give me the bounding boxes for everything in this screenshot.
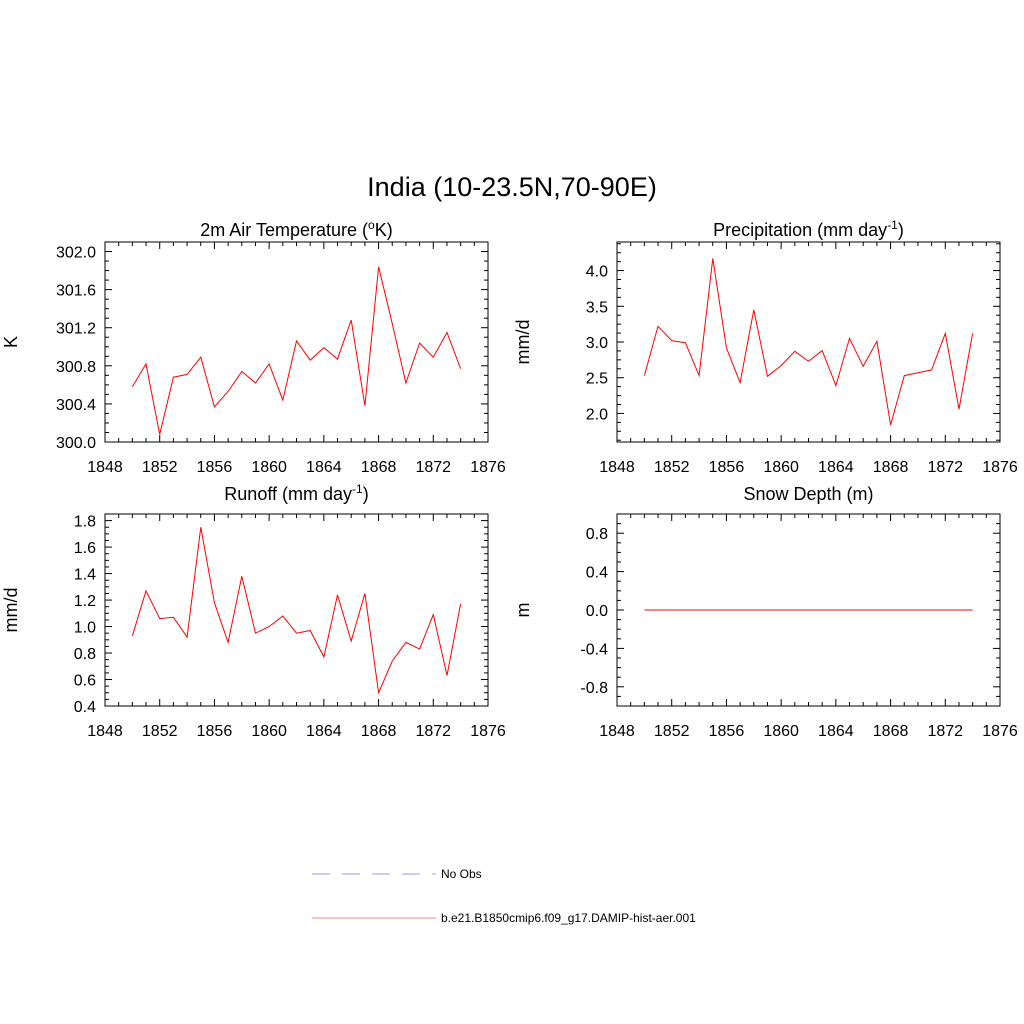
legend-label-1: No Obs (441, 867, 482, 881)
legend: No Obs b.e21.B1850cmip6.f09_g17.DAMIP-his… (312, 867, 696, 925)
y-tick-label: 1.4 (74, 567, 96, 584)
y-tick-label: 300.8 (56, 359, 96, 376)
y-axis-label: K (1, 336, 21, 348)
x-tick-label: 1864 (306, 459, 342, 476)
panel-3: Runoff (mm day-1) 1848 1852 1856 1860 1864 186… (1, 482, 506, 740)
x-tick-label: 1864 (818, 723, 854, 740)
panel-title: Precipitation (mm day-1) (713, 218, 904, 240)
series-line (643, 258, 974, 426)
x-tick-label: 1876 (982, 723, 1018, 740)
x-tick-label: 1868 (361, 459, 397, 476)
y-axis-label: mm/d (1, 588, 21, 633)
x-tick-label: 1856 (197, 723, 233, 740)
y-tick-label: 2.0 (586, 406, 608, 423)
figure-title: India (10-23.5N,70-90E) (367, 172, 657, 202)
x-tick-label: 1852 (142, 723, 178, 740)
x-tick-label: 1852 (654, 459, 690, 476)
y-tick-label: 301.2 (56, 321, 96, 338)
y-tick-label: 0.6 (74, 673, 96, 690)
x-tick-label: 1876 (982, 459, 1018, 476)
y-tick-label: 1.2 (74, 593, 96, 610)
x-tick-label: 1876 (470, 723, 506, 740)
y-tick-label: 1.6 (74, 540, 96, 557)
x-tick-label: 1868 (361, 723, 397, 740)
x-tick-label: 1848 (87, 459, 123, 476)
panel-2: Precipitation (mm day-1) 1848 1852 1856 1860… (513, 218, 1018, 476)
y-tick-label: 0.4 (74, 699, 96, 716)
x-tick-label: 1860 (251, 723, 287, 740)
x-tick-label: 1872 (415, 459, 451, 476)
y-tick-label: 1.0 (74, 620, 96, 637)
x-tick-label: 1868 (873, 459, 909, 476)
x-tick-label: 1872 (927, 459, 963, 476)
x-tick-label: 1856 (709, 723, 745, 740)
x-tick-label: 1852 (654, 723, 690, 740)
panel-title: 2m Air Temperature (oK) (200, 218, 392, 240)
y-tick-label: 302.0 (56, 245, 96, 262)
x-tick-label: 1872 (415, 723, 451, 740)
x-tick-label: 1864 (306, 723, 342, 740)
y-tick-label: 4.0 (586, 264, 608, 281)
x-tick-label: 1864 (818, 459, 854, 476)
series-line (131, 527, 462, 695)
y-tick-label: 2.5 (586, 371, 608, 388)
y-tick-label: 300.0 (56, 435, 96, 452)
x-tick-label: 1860 (251, 459, 287, 476)
x-tick-label: 1860 (763, 459, 799, 476)
x-tick-label: 1868 (873, 723, 909, 740)
y-tick-label: 3.0 (586, 335, 608, 352)
x-tick-label: 1872 (927, 723, 963, 740)
panel-title: Snow Depth (m) (743, 484, 873, 504)
x-tick-label: 1852 (142, 459, 178, 476)
y-tick-label: 300.4 (56, 397, 96, 414)
plot-frame (104, 513, 489, 707)
y-tick-label: 0.8 (586, 526, 608, 543)
x-tick-label: 1876 (470, 459, 506, 476)
x-tick-label: 1848 (599, 723, 635, 740)
x-tick-label: 1856 (197, 459, 233, 476)
y-tick-label: 3.5 (586, 299, 608, 316)
y-tick-label: 0.4 (586, 565, 608, 582)
y-tick-label: -0.4 (580, 641, 608, 658)
panel-4: Snow Depth (m) 1848 1852 1856 1860 1864 1868 18… (513, 484, 1018, 740)
x-tick-label: 1848 (87, 723, 123, 740)
y-axis-label: m (513, 603, 533, 618)
panels: 2m Air Temperature (oK) 1848 1852 1856 1860 1… (1, 218, 1018, 740)
legend-label-2: b.e21.B1850cmip6.f09_g17.DAMIP-hist-aer.… (441, 911, 696, 925)
y-tick-label: 0.0 (586, 603, 608, 620)
y-tick-label: 1.8 (74, 514, 96, 531)
y-tick-label: -0.8 (580, 680, 608, 697)
x-tick-label: 1856 (709, 459, 745, 476)
y-tick-label: 301.6 (56, 283, 96, 300)
panel-1: 2m Air Temperature (oK) 1848 1852 1856 1860 1… (1, 218, 506, 476)
panel-title: Runoff (mm day-1) (224, 482, 368, 504)
series-line (131, 266, 462, 435)
x-tick-label: 1848 (599, 459, 635, 476)
x-tick-label: 1860 (763, 723, 799, 740)
y-axis-label: mm/d (513, 320, 533, 365)
y-tick-label: 0.8 (74, 646, 96, 663)
